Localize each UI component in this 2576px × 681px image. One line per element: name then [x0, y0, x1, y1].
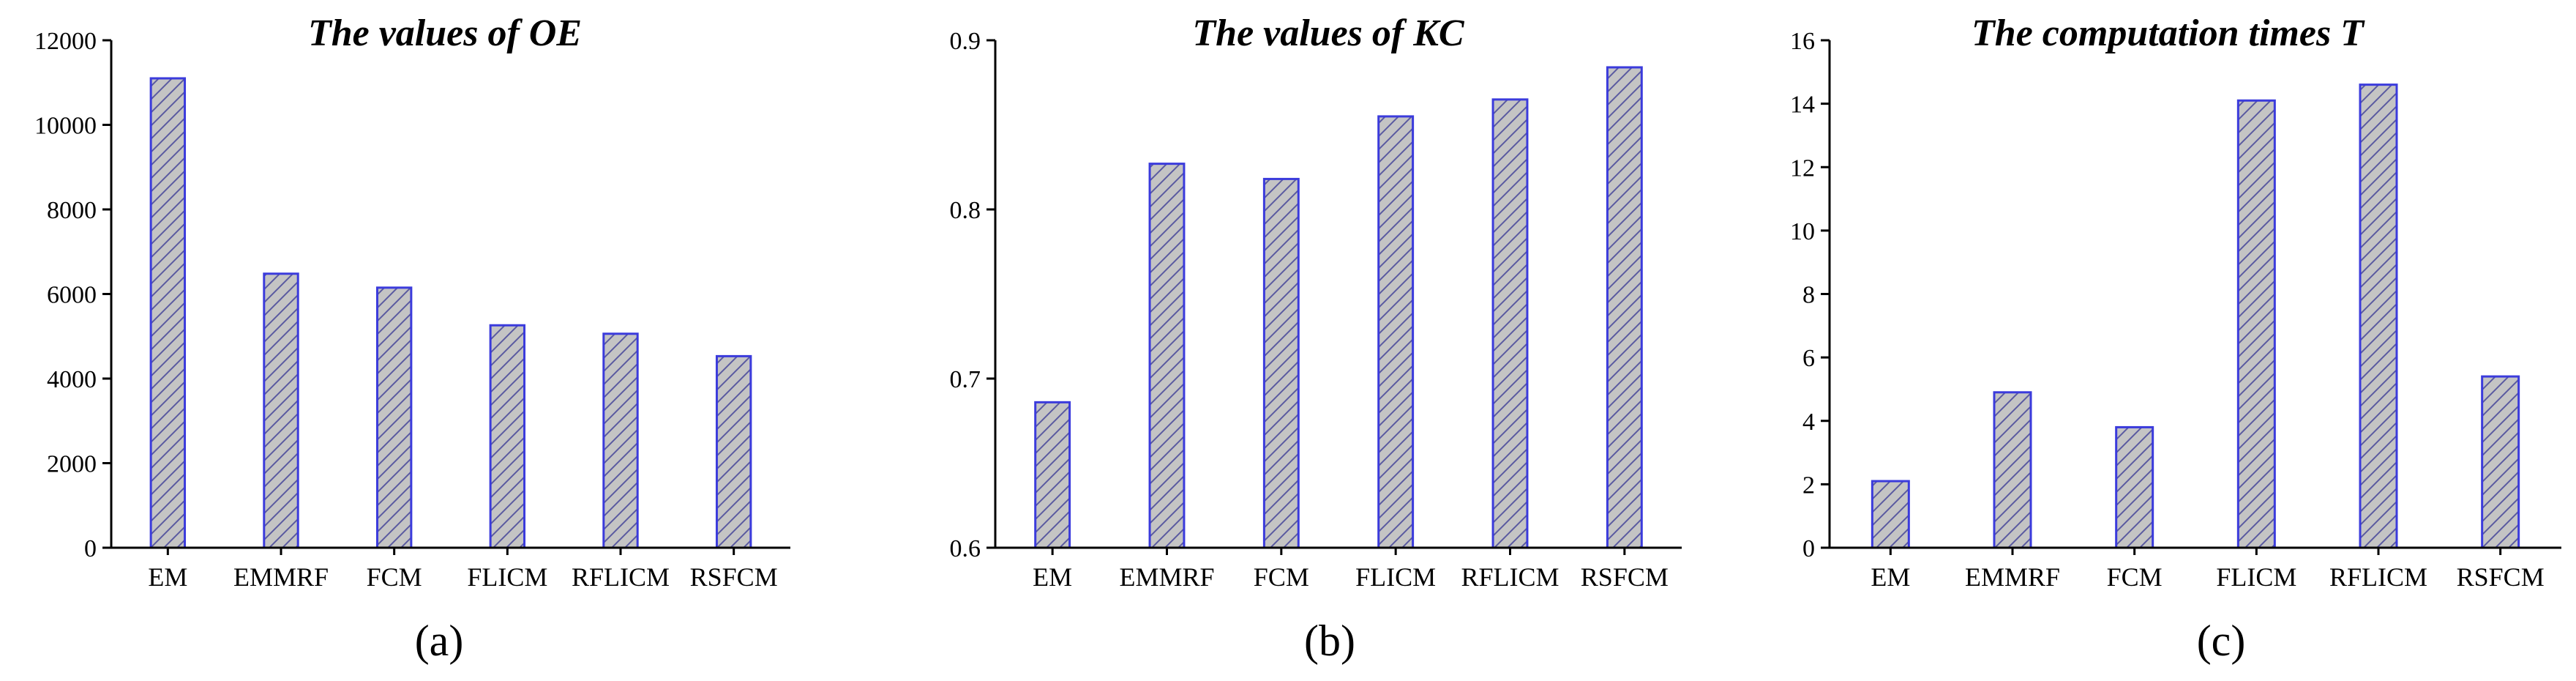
bar-emmrf: [1993, 391, 2032, 549]
y-tick-label: 0.7: [950, 366, 981, 393]
bar-flicm: [489, 324, 526, 549]
x-tick-label: EMMRF: [233, 562, 329, 592]
x-tick-label: FCM: [1254, 562, 1309, 592]
bar-emmrf: [1148, 163, 1186, 549]
y-tick-label: 0: [1802, 535, 1815, 562]
y-tick-label: 8000: [47, 197, 97, 224]
chart-kc: The values of KC 0.6 0.7 0.8 0.9 EM EMMRF FCM FL…: [950, 12, 1682, 665]
y-tick-label: 12: [1790, 155, 1815, 182]
x-tick-label: FCM: [367, 562, 422, 592]
bar-rsfcm: [715, 354, 752, 549]
x-tick-label: RFLICM: [2329, 562, 2427, 592]
y-tick-label: 0.6: [950, 535, 981, 562]
x-tick-label: EM: [1871, 562, 1910, 592]
bar-emmrf: [263, 272, 299, 549]
bar-fcm: [1262, 177, 1300, 549]
y-tick-label: 0.8: [950, 197, 981, 224]
y-tick-label: 10000: [34, 113, 97, 140]
x-tick-label: FLICM: [467, 562, 547, 592]
y-tick-label: 2: [1802, 472, 1815, 499]
y-tick-label: 16: [1790, 28, 1815, 55]
bar-fcm: [2115, 425, 2154, 549]
chart-title: The values of OE: [308, 12, 582, 54]
bar-em: [1034, 401, 1071, 549]
bar-flicm: [1377, 115, 1415, 549]
chart-oe: The values of OE 0 2000 4000 6000 8000 10000 12…: [34, 12, 790, 665]
x-tick-label: RFLICM: [572, 562, 670, 592]
y-tick-label: 2000: [47, 451, 97, 478]
y-tick-label: 12000: [34, 28, 97, 55]
panel-caption: (c): [2197, 617, 2246, 665]
x-tick-label: RFLICM: [1461, 562, 1559, 592]
x-tick-label: EM: [148, 562, 187, 592]
panel-caption: (b): [1304, 617, 1355, 665]
x-tick-label: FLICM: [2216, 562, 2296, 592]
x-tick-label: EM: [1033, 562, 1072, 592]
y-tick-label: 4: [1802, 409, 1815, 436]
y-tick-label: 0.9: [950, 28, 981, 55]
x-tick-label: RSFCM: [1581, 562, 1669, 592]
bar-flicm: [2236, 99, 2276, 549]
y-tick-label: 14: [1790, 92, 1815, 119]
bar-rsfcm: [2481, 375, 2520, 549]
bar-em: [149, 77, 187, 549]
y-tick-label: 8: [1802, 282, 1815, 309]
y-tick-label: 6000: [47, 282, 97, 309]
bar-em: [1871, 480, 1910, 549]
bar-rflicm: [602, 332, 639, 549]
chart-title: The values of KC: [1192, 12, 1465, 54]
bar-fcm: [375, 286, 413, 549]
bar-rsfcm: [1606, 66, 1643, 549]
y-tick-label: 10: [1790, 218, 1815, 245]
x-tick-label: FCM: [2107, 562, 2163, 592]
bar-rflicm: [1491, 98, 1529, 549]
x-tick-label: RSFCM: [2457, 562, 2545, 592]
y-tick-label: 0: [84, 535, 97, 562]
y-tick-label: 4000: [47, 366, 97, 393]
bar-rflicm: [2359, 83, 2398, 549]
y-tick-label: 6: [1802, 345, 1815, 372]
chart-computation-times: The computation times T 0 2 4 6 8 10 12 14 16 EM EM…: [1790, 12, 2561, 665]
x-tick-label: FLICM: [1355, 562, 1436, 592]
chart-title: The computation times T: [1972, 12, 2365, 54]
panel-caption: (a): [415, 617, 464, 665]
x-tick-label: EMMRF: [1965, 562, 2060, 592]
x-tick-label: RSFCM: [690, 562, 778, 592]
x-tick-label: EMMRF: [1119, 562, 1214, 592]
